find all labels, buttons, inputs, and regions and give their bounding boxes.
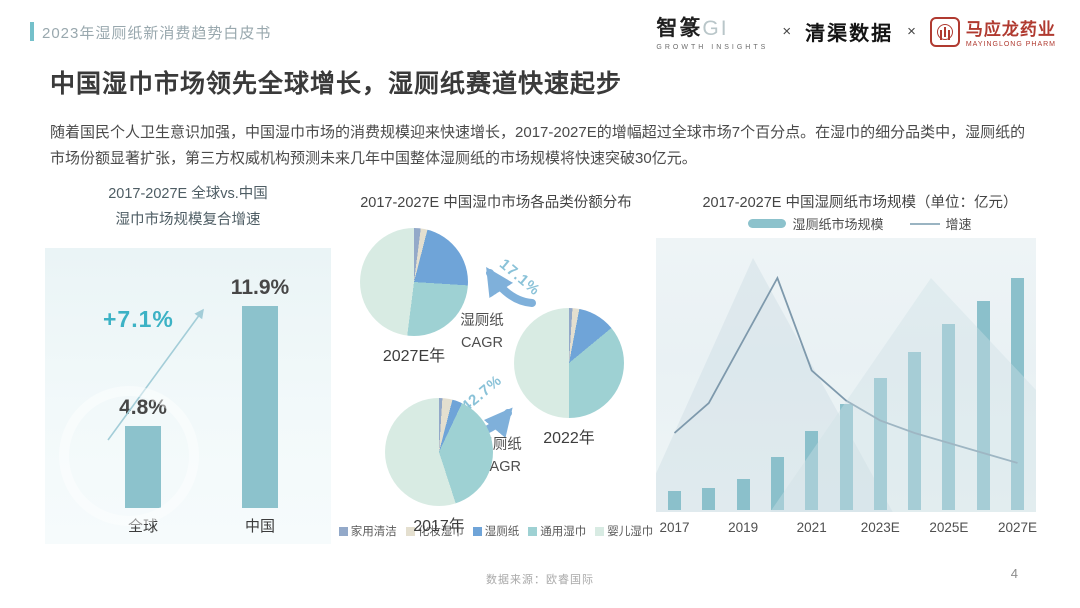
- legend-line-label: 增速: [945, 217, 972, 232]
- logo-group: 智篆GI GROWTH INSIGHTS × 清渠数据 × 马应龙药业 MAYI…: [656, 12, 1056, 51]
- pie-chart-area: 17.1% 42.7% 湿厕纸 CAGR 湿厕纸 CAGR 家用清洁 化妆湿巾 湿厕…: [338, 185, 653, 545]
- market-bar-2023E: [873, 378, 887, 510]
- cagr-pct-2022-2027: 17.1%: [496, 255, 544, 300]
- legend-swatch-icon: [338, 526, 348, 536]
- legend-item-bars: 湿厕纸市场规模: [748, 214, 884, 233]
- page-title: 中国湿巾市场领先全球增长，湿厕纸赛道快速起步: [50, 70, 623, 98]
- growth-rate-polyline: [673, 275, 1018, 464]
- bar-swatch-icon: [748, 219, 787, 228]
- x-tick-label: 2023E: [860, 520, 900, 535]
- x-tick-label: 2019: [728, 520, 759, 535]
- mayinglong-logo-icon: [929, 16, 960, 47]
- pie-legend-item: 湿厕纸: [472, 523, 520, 539]
- legend-swatch-icon: [472, 526, 482, 536]
- growth-rate-line: [673, 275, 1018, 464]
- mayinglong-logo: 马应龙药业 MAYINGLONG PHARM: [929, 15, 1056, 48]
- pie-legend-item: 家用清洁: [338, 523, 397, 539]
- x-separator-icon: ×: [782, 23, 792, 40]
- bar-category-label: 中国: [244, 518, 275, 535]
- header-accent-bar: [30, 22, 34, 41]
- right-chart-panel: [656, 238, 1036, 512]
- mayinglong-subtitle: MAYINGLONG PHARM: [965, 41, 1056, 48]
- bar-group: 11.9% 中国: [220, 276, 300, 535]
- legend-label: 湿厕纸: [484, 526, 520, 538]
- bar: [242, 306, 278, 508]
- bar-value-label: 11.9%: [230, 276, 290, 299]
- x-tick-label: 2025E: [929, 520, 969, 535]
- market-bar-2017: [668, 491, 681, 510]
- x-tick-label: 2021: [796, 520, 827, 535]
- market-bar-2025E: [942, 324, 956, 510]
- intro-paragraph: 随着国民个人卫生意识加强，中国湿巾市场的消费规模迎来快速增长，2017-2027…: [50, 124, 1026, 168]
- pie-2022年: [514, 308, 624, 418]
- line-swatch-icon: [909, 222, 940, 225]
- growth-arrow-icon: [107, 308, 204, 441]
- right-chart-legend: 湿厕纸市场规模 增速: [660, 214, 1060, 233]
- legend-bar-label: 湿厕纸市场规模: [792, 217, 884, 232]
- zhizhuan-logo-text: 智篆: [656, 17, 703, 40]
- bar-group: 4.8% 全球: [103, 396, 183, 535]
- left-chart-title-line1: 2017-2027E 全球vs.中国: [108, 186, 268, 202]
- pie-2027E年: [360, 228, 468, 336]
- x-separator-icon: ×: [907, 23, 916, 40]
- data-source-note: 数据来源：欧睿国际: [486, 574, 594, 586]
- right-chart-title: 2017-2027E 中国湿厕纸市场规模（单位：亿元）: [702, 195, 1018, 211]
- document-title: 2023年湿厕纸新消费趋势白皮书: [42, 25, 272, 42]
- qingqu-logo-text: 清渠数据: [805, 23, 894, 45]
- zhizhuan-logo: 智篆GI GROWTH INSIGHTS: [656, 12, 768, 51]
- legend-label: 通用湿巾: [540, 526, 587, 538]
- legend-swatch-icon: [528, 526, 538, 536]
- legend-label: 家用清洁: [350, 526, 397, 538]
- legend-swatch-icon: [595, 526, 605, 536]
- growth-gap-annotation: +7.1%: [103, 306, 174, 332]
- pie-year-label: 2022年: [543, 430, 595, 447]
- x-tick-label: 2027E: [997, 520, 1038, 535]
- pie-legend-item: 婴儿湿巾: [595, 523, 653, 539]
- left-chart-title: 2017-2027E 全球vs.中国 湿巾市场规模复合增速: [48, 181, 328, 233]
- page-number: 4: [1010, 566, 1018, 581]
- mayinglong-logo-text: 马应龙药业: [965, 20, 1056, 39]
- pie-legend: 家用清洁 化妆湿巾 湿厕纸 通用湿巾 婴儿湿巾: [338, 523, 653, 539]
- pie-year-label: 2017年: [413, 518, 465, 535]
- market-bar-2022: [839, 404, 853, 510]
- legend-label: 婴儿湿巾: [607, 526, 654, 538]
- right-chart-x-axis: 2017 2019 2021 2023E 2025E 2027E: [656, 520, 1038, 540]
- bar-value-label: 4.8%: [119, 396, 167, 419]
- market-bar-2024E: [908, 352, 922, 510]
- legend-swatch-icon: [405, 526, 415, 536]
- left-chart-title-line2: 湿巾市场规模复合增速: [115, 212, 261, 229]
- legend-item-line: 增速: [909, 214, 972, 233]
- zhizhuan-gi-text: GI: [702, 17, 729, 40]
- pie-legend-item: 通用湿巾: [528, 523, 586, 539]
- pie-2017年: [385, 398, 493, 506]
- cagr-caption-upper: 湿厕纸 CAGR: [460, 313, 504, 351]
- pie-year-label: 2027E年: [382, 348, 446, 365]
- zhizhuan-subtitle: GROWTH INSIGHTS: [656, 44, 769, 51]
- legend-label: 化妆湿巾: [417, 526, 464, 538]
- pie-chart-title: 2017-2027E 中国湿巾市场各品类份额分布: [360, 195, 632, 211]
- pie-legend-item: 化妆湿巾: [405, 523, 464, 539]
- left-chart-panel: 4.8% 全球 11.9% 中国 +7.1%: [45, 248, 331, 544]
- market-bar-2019: [736, 479, 750, 510]
- market-bar-2018: [702, 488, 716, 510]
- x-tick-label: 2017: [659, 520, 690, 535]
- bar: [125, 426, 161, 508]
